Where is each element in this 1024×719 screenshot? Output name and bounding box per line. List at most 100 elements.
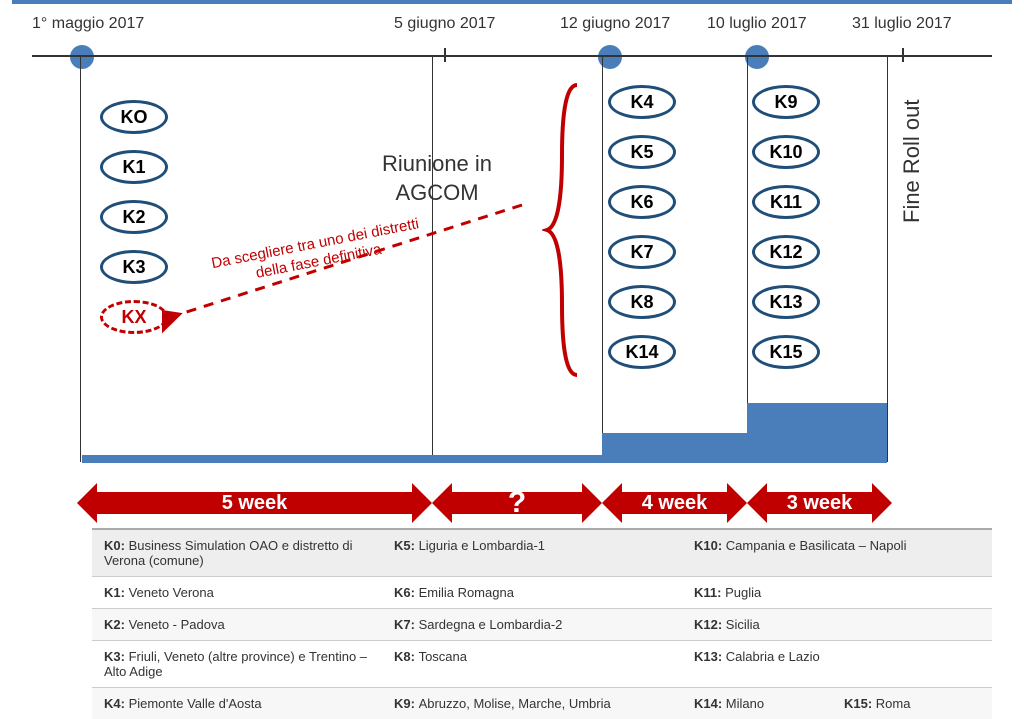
arrow-right-icon xyxy=(412,483,432,523)
legend-key: K13: xyxy=(694,649,726,664)
oval-k9: K9 xyxy=(752,85,820,119)
timeline-axis xyxy=(32,55,992,57)
legend-key: K2: xyxy=(104,617,129,632)
dashed-arrow xyxy=(162,195,532,335)
duration-label: 3 week xyxy=(765,492,874,514)
duration-label: 4 week xyxy=(620,492,729,514)
legend-key: K6: xyxy=(394,585,419,600)
legend-text: Emilia Romagna xyxy=(419,585,514,600)
legend-key: K11: xyxy=(694,585,725,600)
arrow-right-icon xyxy=(727,483,747,523)
oval-k6: K6 xyxy=(608,185,676,219)
legend-text: Friuli, Veneto (altre province) e Trenti… xyxy=(104,649,367,679)
oval-k8: K8 xyxy=(608,285,676,319)
legend-text: Toscana xyxy=(419,649,467,664)
oval-k7: K7 xyxy=(608,235,676,269)
legend-cell: K5: Liguria e Lombardia-1 xyxy=(386,536,686,570)
date-label: 12 giugno 2017 xyxy=(560,15,670,33)
duration-row: 5 week? 4 week 3 week xyxy=(77,483,887,523)
legend-key: K7: xyxy=(394,617,419,632)
legend-key: K15: xyxy=(844,696,876,711)
date-label: 5 giugno 2017 xyxy=(394,15,495,33)
oval-k15: K15 xyxy=(752,335,820,369)
legend-cell: K10: Campania e Basilicata – Napoli xyxy=(686,536,988,570)
legend-text: Puglia xyxy=(725,585,761,600)
oval-k11: K11 xyxy=(752,185,820,219)
legend-key: K8: xyxy=(394,649,419,664)
oval-k12: K12 xyxy=(752,235,820,269)
legend-text: Campania e Basilicata – Napoli xyxy=(726,538,907,553)
legend-key: K3: xyxy=(104,649,129,664)
brace-icon xyxy=(542,80,582,380)
legend-cell: K12: Sicilia xyxy=(686,615,988,634)
arrow-left-icon xyxy=(77,483,97,523)
timeline-marker xyxy=(70,45,94,69)
legend-cell: K15: Roma xyxy=(836,694,988,713)
legend-cell: K6: Emilia Romagna xyxy=(386,583,686,602)
legend-cell: K7: Sardegna e Lombardia-2 xyxy=(386,615,686,634)
legend-cell: K9: Abruzzo, Molise, Marche, Umbria xyxy=(386,694,686,713)
legend-cell: K1: Veneto Verona xyxy=(96,583,386,602)
legend-key: K5: xyxy=(394,538,419,553)
vertical-line xyxy=(747,57,748,462)
vertical-line xyxy=(80,57,81,462)
oval-k10: K10 xyxy=(752,135,820,169)
legend-text: Business Simulation OAO e distretto di V… xyxy=(104,538,353,568)
date-label: 1° maggio 2017 xyxy=(32,15,144,33)
legend-cell: K14: Milano xyxy=(686,694,836,713)
oval-k14: K14 xyxy=(608,335,676,369)
legend-row: K2: Veneto - PadovaK7: Sardegna e Lombar… xyxy=(92,608,992,640)
legend-row: K4: Piemonte Valle d'AostaK9: Abruzzo, M… xyxy=(92,687,992,719)
arrow-left-icon xyxy=(432,483,452,523)
oval-k2: K2 xyxy=(100,200,168,234)
oval-k4: K4 xyxy=(608,85,676,119)
legend-cell: K11: Puglia xyxy=(686,583,988,602)
arrow-left-icon xyxy=(602,483,622,523)
duration-label: ? xyxy=(450,492,584,514)
legend-text: Sardegna e Lombardia-2 xyxy=(419,617,563,632)
legend-key: K0: xyxy=(104,538,129,553)
fine-rollout-label: Fine Roll out xyxy=(899,83,925,223)
oval-kx: KX xyxy=(100,300,168,334)
legend-text: Veneto Verona xyxy=(129,585,214,600)
legend-key: K4: xyxy=(104,696,129,711)
oval-k5: K5 xyxy=(608,135,676,169)
legend-text: Piemonte Valle d'Aosta xyxy=(129,696,262,711)
duration-arrow: ? xyxy=(432,483,602,523)
oval-ko: KO xyxy=(100,100,168,134)
legend-table: K0: Business Simulation OAO e distretto … xyxy=(92,528,992,719)
legend-cell: K13: Calabria e Lazio xyxy=(686,647,988,681)
legend-text: Liguria e Lombardia-1 xyxy=(419,538,545,553)
top-border xyxy=(12,0,1012,4)
arrow-right-icon xyxy=(582,483,602,523)
legend-cell: K2: Veneto - Padova xyxy=(96,615,386,634)
legend-text: Abruzzo, Molise, Marche, Umbria xyxy=(419,696,611,711)
arrow-left-icon xyxy=(747,483,767,523)
legend-text: Veneto - Padova xyxy=(129,617,225,632)
oval-k3: K3 xyxy=(100,250,168,284)
chart-bar xyxy=(747,403,887,463)
date-label: 10 luglio 2017 xyxy=(707,15,807,33)
legend-key: K1: xyxy=(104,585,129,600)
legend-text: Sicilia xyxy=(726,617,760,632)
riunione-line1: Riunione in xyxy=(382,151,492,176)
oval-k13: K13 xyxy=(752,285,820,319)
chart-base xyxy=(82,455,887,463)
legend-row: K3: Friuli, Veneto (altre province) e Tr… xyxy=(92,640,992,687)
legend-text: Milano xyxy=(726,696,764,711)
legend-row: K1: Veneto VeronaK6: Emilia RomagnaK11: … xyxy=(92,576,992,608)
timeline-marker xyxy=(745,45,769,69)
legend-key: K14: xyxy=(694,696,726,711)
date-label: 31 luglio 2017 xyxy=(852,15,952,33)
diagram-container: 1° maggio 2017 5 giugno 2017 12 giugno 201… xyxy=(12,0,1012,688)
legend-key: K12: xyxy=(694,617,726,632)
legend-cell: K3: Friuli, Veneto (altre province) e Tr… xyxy=(96,647,386,681)
legend-key: K10: xyxy=(694,538,726,553)
duration-arrow: 5 week xyxy=(77,483,432,523)
legend-cell: K0: Business Simulation OAO e distretto … xyxy=(96,536,386,570)
duration-label: 5 week xyxy=(95,492,414,514)
arrow-right-icon xyxy=(872,483,892,523)
legend-cell: K4: Piemonte Valle d'Aosta xyxy=(96,694,386,713)
vertical-line xyxy=(602,57,603,462)
vertical-line xyxy=(887,57,888,462)
